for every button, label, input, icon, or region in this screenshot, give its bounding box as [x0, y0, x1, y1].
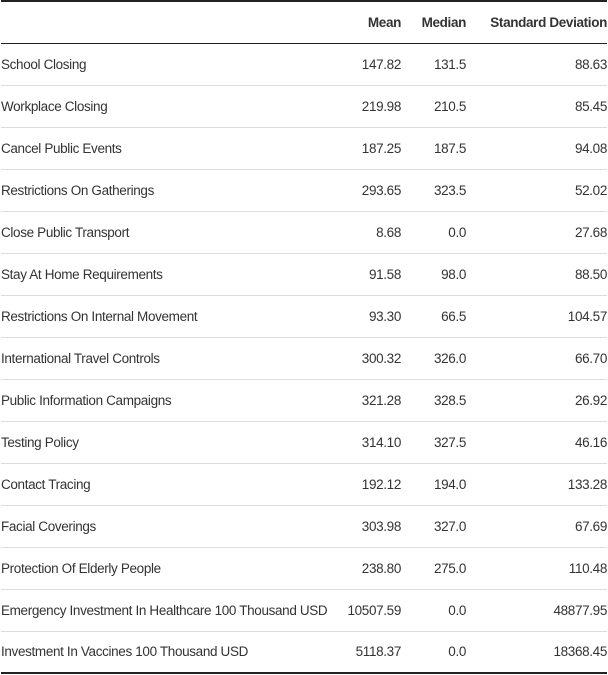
mean-cell: 238.80 — [361, 560, 402, 576]
median-cell: 0.0 — [448, 644, 466, 660]
table-row: School Closing 147.82 131.5 88.63 — [1, 43, 607, 85]
median-cell: 210.5 — [433, 98, 466, 114]
standard-deviation-cell: 52.02 — [574, 182, 607, 198]
standard-deviation-cell: 88.63 — [574, 56, 607, 72]
median-cell: 328.5 — [433, 392, 466, 408]
mean-cell: 91.58 — [368, 266, 401, 282]
mean-cell: 5118.37 — [355, 644, 402, 660]
median-cell: 131.5 — [433, 56, 466, 72]
median-cell: 323.5 — [433, 182, 466, 198]
row-name-cell: Restrictions On Internal Movement — [1, 308, 198, 324]
row-name-cell: Contact Tracing — [1, 476, 91, 492]
row-name-cell: Investment In Vaccines 100 Thousand USD — [1, 644, 248, 660]
standard-deviation-cell: 110.48 — [568, 560, 608, 576]
table-row: Investment In Vaccines 100 Thousand USD 5… — [1, 631, 607, 673]
mean-cell: 293.65 — [361, 182, 402, 198]
table-row: Restrictions On Internal Movement 93.30 66… — [1, 295, 607, 337]
standard-deviation-cell: 18368.45 — [553, 644, 607, 660]
standard-deviation-cell: 88.50 — [574, 266, 607, 282]
mean-cell: 192.12 — [361, 476, 402, 492]
mean-cell: 321.28 — [361, 392, 402, 408]
row-name-cell: International Travel Controls — [1, 350, 160, 366]
mean-cell: 303.98 — [361, 518, 402, 534]
standard-deviation-cell: 46.16 — [574, 434, 607, 450]
row-name-cell: School Closing — [1, 56, 87, 72]
table-body: School Closing 147.82 131.5 88.63 Workplace … — [1, 43, 607, 673]
table-row: Workplace Closing 219.98 210.5 85.45 — [1, 85, 607, 127]
row-name-cell: Close Public Transport — [1, 224, 130, 240]
header-row: Mean Median Standard Deviation — [1, 1, 607, 43]
header-name — [1, 1, 331, 43]
standard-deviation-cell: 26.92 — [574, 392, 607, 408]
table-row: Cancel Public Events 187.25 187.5 94.08 — [1, 127, 607, 169]
table-row: Public Information Campaigns 321.28 328.5 2… — [1, 379, 607, 421]
table-row: International Travel Controls 300.32 326.0… — [1, 337, 607, 379]
median-cell: 326.0 — [433, 350, 466, 366]
mean-cell: 93.30 — [368, 308, 401, 324]
table-row: Close Public Transport 8.68 0.0 27.68 — [1, 211, 607, 253]
header-standard-deviation: Standard Deviation — [490, 14, 607, 30]
standard-deviation-cell: 66.70 — [574, 350, 607, 366]
header-median: Median — [421, 14, 467, 30]
median-cell: 327.0 — [433, 518, 466, 534]
standard-deviation-cell: 94.08 — [574, 140, 607, 156]
row-name-cell: Restrictions On Gatherings — [1, 182, 154, 198]
row-name-cell: Stay At Home Requirements — [1, 266, 163, 282]
median-cell: 0.0 — [448, 602, 466, 618]
table-row: Testing Policy 314.10 327.5 46.16 — [1, 421, 607, 463]
row-name-cell: Emergency Investment In Healthcare 100 T… — [1, 602, 328, 618]
table-row: Facial Coverings 303.98 327.0 67.69 — [1, 505, 607, 547]
median-cell: 187.5 — [433, 140, 466, 156]
table-row: Restrictions On Gatherings 293.65 323.5 52.… — [1, 169, 607, 211]
row-name-cell: Public Information Campaigns — [1, 392, 172, 408]
row-name-cell: Facial Coverings — [1, 518, 96, 534]
median-cell: 327.5 — [433, 434, 466, 450]
standard-deviation-cell: 27.68 — [574, 224, 607, 240]
median-cell: 98.0 — [441, 266, 466, 282]
standard-deviation-cell: 48877.95 — [553, 602, 607, 618]
standard-deviation-cell: 104.57 — [567, 308, 608, 324]
mean-cell: 219.98 — [361, 98, 402, 114]
row-name-cell: Testing Policy — [1, 434, 79, 450]
mean-cell: 10507.59 — [347, 602, 401, 618]
row-name-cell: Protection Of Elderly People — [1, 560, 161, 576]
table-header: Mean Median Standard Deviation — [1, 1, 607, 43]
table-row: Contact Tracing 192.12 194.0 133.28 — [1, 463, 607, 505]
header-mean: Mean — [367, 14, 401, 30]
mean-cell: 8.68 — [376, 224, 401, 240]
median-cell: 194.0 — [433, 476, 466, 492]
mean-cell: 147.82 — [361, 56, 402, 72]
standard-deviation-cell: 133.28 — [567, 476, 608, 492]
row-name-cell: Cancel Public Events — [1, 140, 122, 156]
standard-deviation-cell: 85.45 — [574, 98, 607, 114]
median-cell: 66.5 — [441, 308, 466, 324]
median-cell: 275.0 — [433, 560, 466, 576]
table-row: Emergency Investment In Healthcare 100 T… — [1, 589, 607, 631]
table-row: Stay At Home Requirements 91.58 98.0 88.50 — [1, 253, 607, 295]
mean-cell: 187.25 — [361, 140, 402, 156]
mean-cell: 300.32 — [361, 350, 402, 366]
median-cell: 0.0 — [448, 224, 466, 240]
row-name-cell: Workplace Closing — [1, 98, 108, 114]
table-row: Protection Of Elderly People 238.80 275.0 1… — [1, 547, 607, 589]
mean-cell: 314.10 — [361, 434, 402, 450]
standard-deviation-cell: 67.69 — [574, 518, 607, 534]
